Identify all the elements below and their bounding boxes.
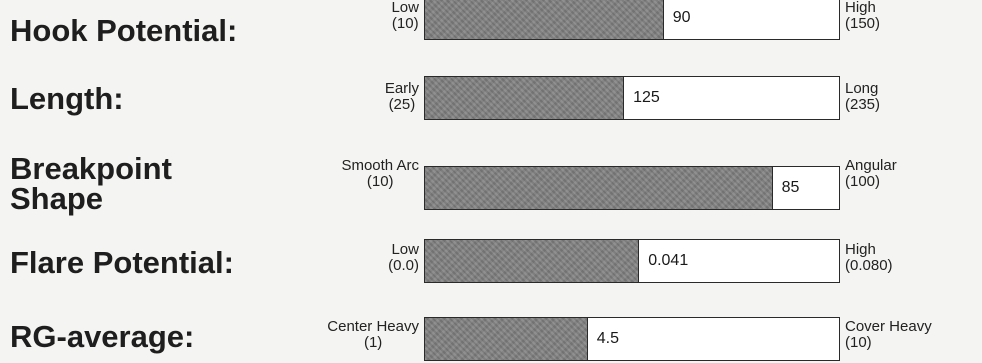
row-title: Flare Potential: xyxy=(10,245,234,280)
rating-fill xyxy=(425,318,588,360)
high-label-text: Long xyxy=(845,80,879,97)
rating-value: 90 xyxy=(672,9,691,26)
rating-bar: 0.041 xyxy=(424,239,840,283)
low-label: Early (25) xyxy=(385,81,419,113)
low-label-value: (25) xyxy=(388,96,416,113)
high-label-value: (0.080) xyxy=(845,257,893,274)
high-label-value: (100) xyxy=(845,173,881,190)
rating-fill xyxy=(425,0,664,39)
rating-bar: 85 xyxy=(424,166,840,210)
low-label-text: Early xyxy=(384,80,419,97)
row-title: RG-average: xyxy=(10,319,195,354)
rating-value: 85 xyxy=(781,179,800,196)
row-title: Length: xyxy=(10,81,124,116)
row-title: Breakpoint Shape xyxy=(10,151,172,216)
low-label: Center Heavy (1) xyxy=(327,319,419,351)
high-label: Angular (100) xyxy=(845,158,897,190)
high-label-value: (235) xyxy=(845,96,881,113)
rating-fill xyxy=(425,167,773,209)
low-label: Low (0.0) xyxy=(388,242,419,274)
row-title: Hook Potential: xyxy=(10,13,238,48)
low-label-value: (1) xyxy=(363,334,383,351)
high-label: High (0.080) xyxy=(845,242,893,274)
low-label: Smooth Arc (10) xyxy=(341,158,419,190)
low-label-text: Low xyxy=(391,0,419,16)
low-label-value: (10) xyxy=(391,15,419,32)
low-label-text: Low xyxy=(391,241,419,258)
high-label-text: High xyxy=(845,0,876,16)
rating-bar: 90 xyxy=(424,0,840,40)
high-label-value: (150) xyxy=(845,15,881,32)
rating-bar: 125 xyxy=(424,76,840,120)
low-label: Low (10) xyxy=(391,0,419,32)
rating-value: 4.5 xyxy=(596,330,620,347)
low-label-value: (10) xyxy=(366,173,394,190)
rating-value: 0.041 xyxy=(648,252,689,269)
high-label-text: Angular xyxy=(845,157,897,174)
rating-fill xyxy=(425,240,640,282)
high-label-text: High xyxy=(845,241,876,258)
high-label: Long (235) xyxy=(845,81,880,113)
high-label-value: (10) xyxy=(845,334,872,351)
rating-fill xyxy=(425,77,625,119)
rating-value: 125 xyxy=(633,89,660,106)
high-label: Cover Heavy (10) xyxy=(845,319,932,351)
high-label: High (150) xyxy=(845,0,880,32)
rating-bar: 4.5 xyxy=(424,317,840,361)
low-label-text: Smooth Arc xyxy=(341,157,419,174)
low-label-text: Center Heavy xyxy=(327,318,419,335)
low-label-value: (0.0) xyxy=(388,257,419,274)
high-label-text: Cover Heavy xyxy=(845,318,932,335)
